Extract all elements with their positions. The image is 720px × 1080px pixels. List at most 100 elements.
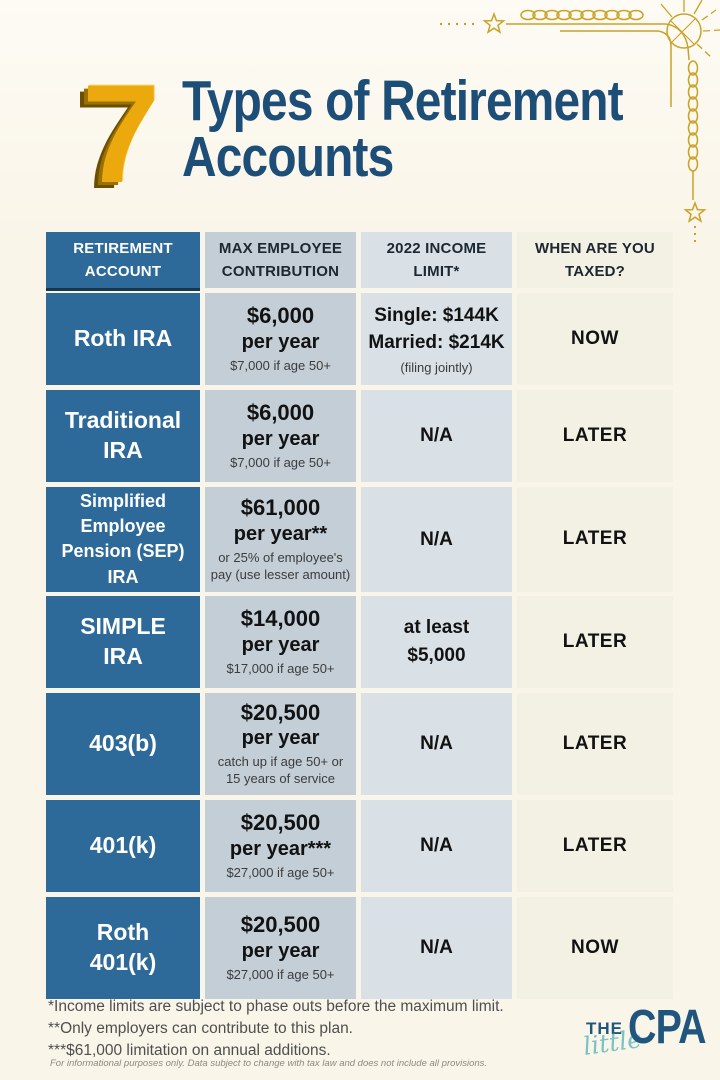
column-header-retirement-account: RETIREMENT ACCOUNT: [46, 232, 200, 288]
income-limit-value: N/A: [420, 835, 453, 857]
contribution-period: per year: [241, 330, 320, 353]
logo-cpa: CPA: [628, 1001, 707, 1054]
logo-the: THE: [586, 1019, 623, 1038]
column-header-max-employee-contribution: MAX EMPLOYEE CONTRIBUTION: [205, 232, 356, 288]
income-limit-cell: N/A: [361, 693, 512, 795]
contribution-period: per year: [241, 633, 320, 656]
column-header-when-taxed: WHEN ARE YOU TAXED?: [517, 232, 673, 288]
contribution-note: $7,000 if age 50+: [230, 357, 331, 373]
contribution-amount: $6,000: [246, 400, 315, 426]
contribution-note: $7,000 if age 50+: [230, 454, 331, 470]
taxed-value: LATER: [562, 631, 628, 652]
knot-cross: [669, 17, 697, 45]
contribution-note: $17,000 if age 50+: [226, 660, 335, 676]
table-row: 403(b) $20,500 per year catch up if age …: [46, 693, 673, 795]
table-row: Simplified Employee Pension (SEP) IRA $6…: [46, 487, 673, 592]
table-row: Roth IRA $6,000 per year $7,000 if age 5…: [46, 293, 673, 385]
taxed-value: NOW: [571, 937, 619, 958]
income-limit-value: N/A: [420, 937, 453, 959]
taxed-cell: LATER: [517, 693, 673, 795]
income-limit-value: at least $5,000: [403, 617, 470, 666]
taxed-value: LATER: [562, 425, 628, 446]
account-name: Traditional IRA: [46, 390, 200, 482]
contribution-amount: $14,000: [240, 606, 321, 632]
star-icon: [483, 13, 505, 33]
taxed-cell: LATER: [517, 390, 673, 482]
footnote-income-limits: *Income limits are subject to phase outs…: [48, 998, 504, 1015]
income-limit-note: (filing jointly): [400, 359, 473, 375]
taxed-cell: LATER: [517, 487, 673, 592]
account-name: 403(b): [46, 693, 200, 795]
table-body: Roth IRA $6,000 per year $7,000 if age 5…: [46, 293, 673, 999]
taxed-cell: NOW: [517, 897, 673, 999]
taxed-value: NOW: [571, 328, 619, 349]
account-name: Roth 401(k): [46, 897, 200, 999]
disclaimer-text: For informational purposes only. Data su…: [50, 1058, 488, 1069]
table-row: SIMPLE IRA $14,000 per year $17,000 if a…: [46, 596, 673, 688]
corner-ornament-gold: [440, 0, 720, 243]
star-icon-bottom: [684, 202, 706, 222]
column-header-2022-income-limit: 2022 INCOME LIMIT*: [361, 232, 512, 288]
contribution-note: $27,000 if age 50+: [226, 864, 335, 880]
taxed-value: LATER: [562, 528, 628, 550]
contribution-period: per year***: [229, 837, 332, 860]
contribution-note: catch up if age 50+ or 15 years of servi…: [217, 754, 344, 787]
contribution-cell: $20,500 per year $27,000 if age 50+: [205, 897, 356, 999]
account-name: SIMPLE IRA: [46, 596, 200, 688]
contribution-period: per year**: [233, 522, 328, 545]
title-line1: Types of Retirement: [182, 69, 624, 133]
brand-logo: THE little CPA: [581, 1001, 716, 1064]
sun-rays-icon: [660, 0, 720, 59]
table-row: 401(k) $20,500 per year*** $27,000 if ag…: [46, 800, 673, 892]
title-block: 7 Types of Retirement Accounts: [82, 55, 707, 212]
income-limit-cell: N/A: [361, 390, 512, 482]
taxed-cell: LATER: [517, 800, 673, 892]
account-name: Simplified Employee Pension (SEP) IRA: [46, 487, 200, 592]
footnote-employers-only: **Only employers can contribute to this …: [48, 1020, 353, 1037]
contribution-cell: $14,000 per year $17,000 if age 50+: [205, 596, 356, 688]
table-header-row: RETIREMENT ACCOUNT MAX EMPLOYEE CONTRIBU…: [46, 232, 673, 288]
account-name: Roth IRA: [46, 293, 200, 385]
contribution-cell: $6,000 per year $7,000 if age 50+: [205, 293, 356, 385]
footnotes: *Income limits are subject to phase outs…: [48, 996, 504, 1062]
income-limit-cell: Single: $144K Married: $214K (filing joi…: [361, 293, 512, 385]
income-limit-cell: at least $5,000: [361, 596, 512, 688]
contribution-period: per year: [241, 727, 320, 750]
taxed-value: LATER: [562, 835, 628, 856]
table-row: Traditional IRA $6,000 per year $7,000 i…: [46, 390, 673, 482]
income-limit-value: N/A: [420, 425, 453, 447]
chain-horizontal-icon: [520, 9, 644, 21]
contribution-amount: $61,000: [240, 495, 321, 521]
taxed-cell: LATER: [517, 596, 673, 688]
contribution-cell: $6,000 per year $7,000 if age 50+: [205, 390, 356, 482]
title-line2: Accounts: [182, 124, 394, 189]
taxed-value: LATER: [562, 733, 628, 754]
contribution-amount: $20,500: [240, 699, 321, 725]
income-limit-value: Single: $144K Married: $214K: [368, 304, 505, 354]
contribution-cell: $20,500 per year catch up if age 50+ or …: [205, 693, 356, 795]
table-row: Roth 401(k) $20,500 per year $27,000 if …: [46, 897, 673, 999]
contribution-cell: $61,000 per year** or 25% of employee's …: [205, 487, 356, 592]
account-name: 401(k): [46, 800, 200, 892]
frame-curve: [665, 23, 690, 61]
income-limit-cell: N/A: [361, 487, 512, 592]
contribution-note: or 25% of employee's pay (use lesser amo…: [210, 549, 351, 582]
contribution-note: $27,000 if age 50+: [226, 966, 335, 982]
contribution-period: per year: [241, 427, 320, 450]
title-number: 7: [82, 55, 160, 212]
contribution-period: per year: [241, 939, 320, 962]
sun-circle-icon: [666, 13, 702, 49]
income-limit-value: N/A: [420, 528, 453, 550]
taxed-cell: NOW: [517, 293, 673, 385]
contribution-cell: $20,500 per year*** $27,000 if age 50+: [205, 800, 356, 892]
income-limit-cell: N/A: [361, 897, 512, 999]
income-limit-value: N/A: [420, 733, 453, 755]
contribution-amount: $6,000: [246, 303, 315, 329]
contribution-amount: $20,500: [240, 810, 321, 836]
page-title: Types of Retirement Accounts: [182, 69, 624, 189]
contribution-amount: $20,500: [240, 912, 321, 938]
footnote-annual-additions: ***$61,000 limitation on annual addition…: [48, 1042, 331, 1059]
income-limit-cell: N/A: [361, 800, 512, 892]
retirement-accounts-table: RETIREMENT ACCOUNT MAX EMPLOYEE CONTRIBU…: [46, 232, 673, 999]
